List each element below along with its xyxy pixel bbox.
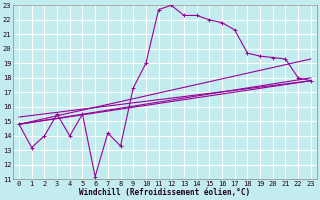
X-axis label: Windchill (Refroidissement éolien,°C): Windchill (Refroidissement éolien,°C) — [79, 188, 251, 197]
